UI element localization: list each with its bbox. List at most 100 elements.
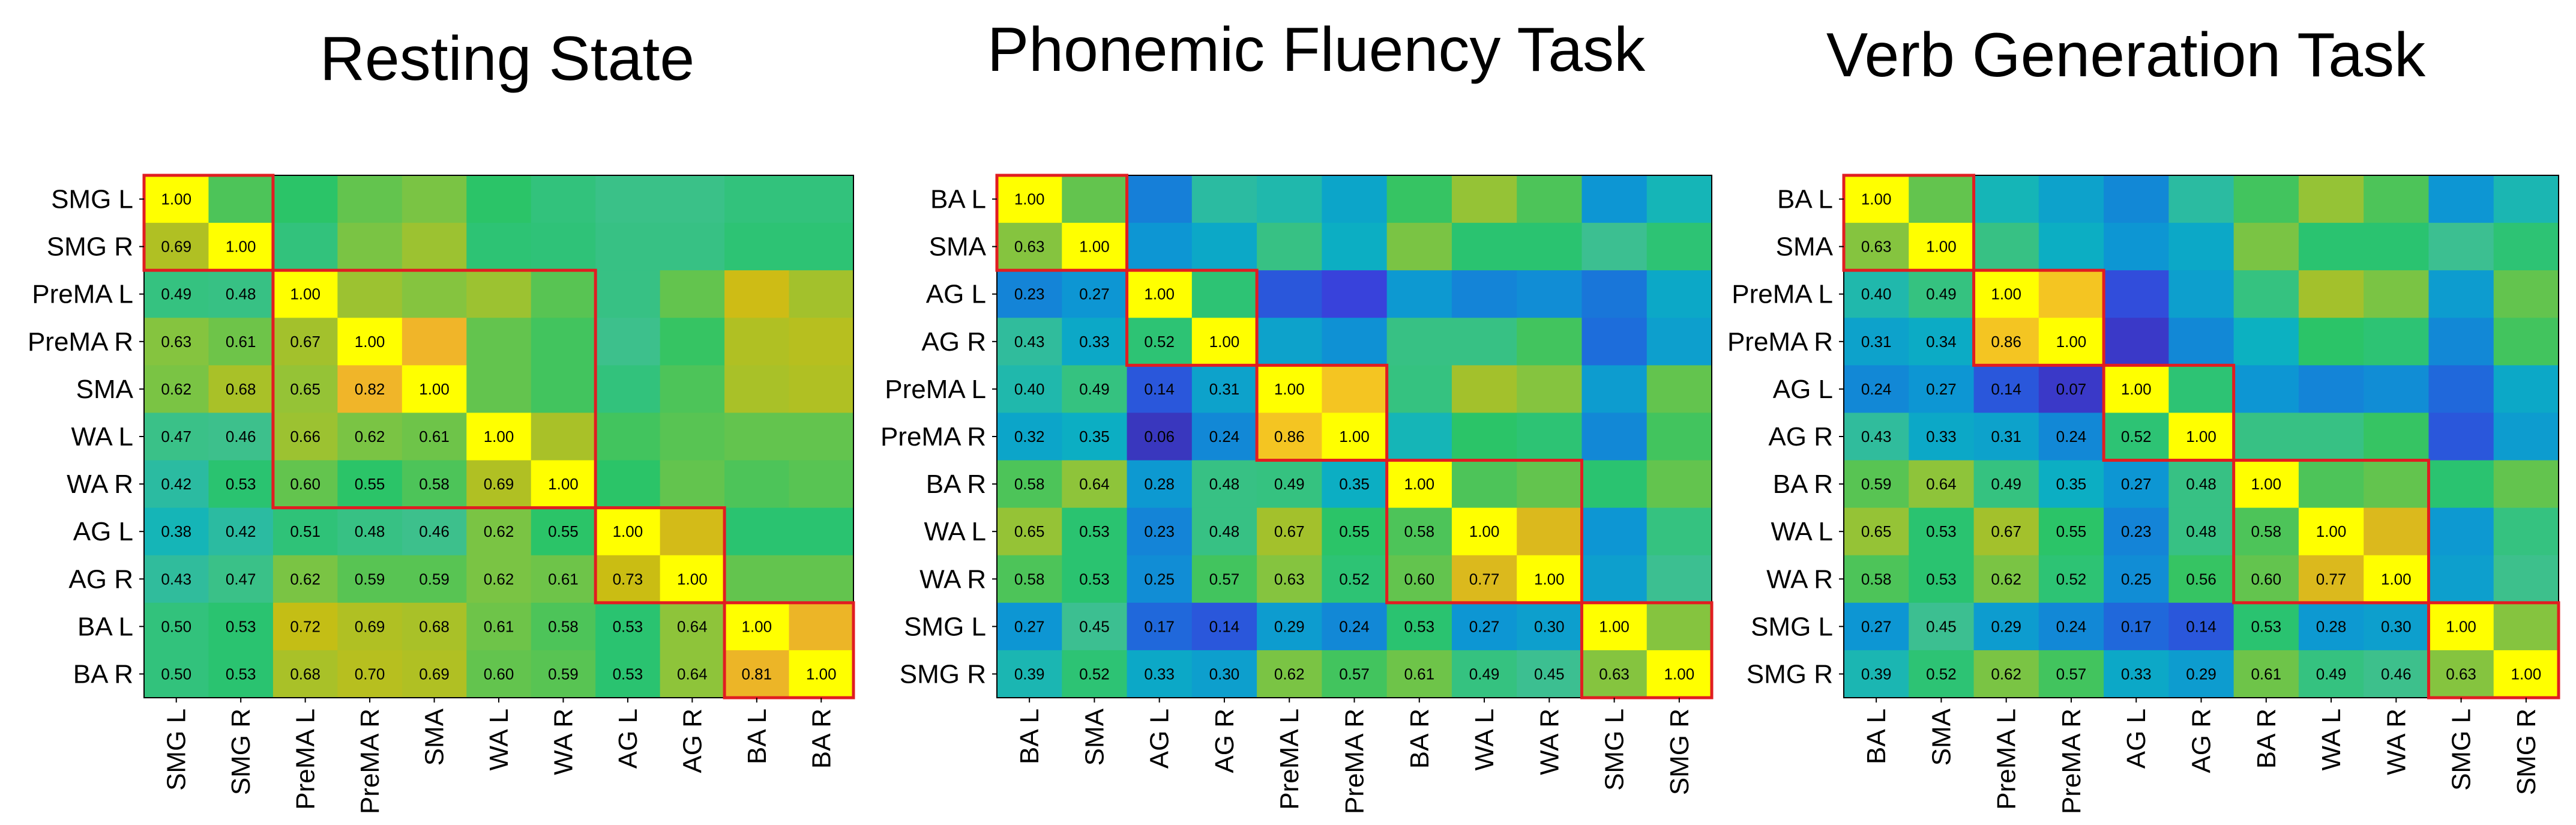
heatmap-cell [272, 270, 338, 318]
heatmap-cell [2168, 412, 2234, 461]
heatmap-cell [1127, 460, 1193, 509]
cell-value-label: 0.53 [226, 475, 256, 493]
heatmap-cell [2298, 318, 2364, 366]
cell-value-label: 0.53 [226, 665, 256, 683]
heatmap-cell [2493, 650, 2559, 698]
cell-value-label: 0.64 [1079, 475, 1110, 493]
cell-value-label: 0.42 [161, 475, 191, 493]
heatmap-cell [531, 318, 596, 366]
heatmap-cell [2428, 555, 2494, 603]
cell-value-label: 0.40 [1861, 285, 1892, 303]
heatmap-cell [337, 507, 403, 556]
heatmap-cell [2104, 365, 2169, 414]
row-tick-label: PreMA L [1732, 280, 1833, 309]
cell-value-label: 0.52 [2121, 428, 2152, 446]
heatmap-cell [1191, 460, 1257, 509]
cell-value-label: 0.23 [2121, 522, 2152, 540]
heatmap-cell [1973, 460, 2039, 509]
cell-value-label: 0.33 [1079, 333, 1110, 351]
cell-value-label: 1.00 [742, 617, 772, 635]
cell-value-label: 0.29 [1274, 617, 1305, 635]
heatmap-cell [1581, 270, 1648, 318]
cell-value-label: 0.70 [355, 665, 385, 683]
heatmap-cell [724, 365, 790, 414]
heatmap-cell [789, 318, 854, 366]
cell-value-label: 0.17 [2121, 617, 2152, 635]
cell-value-label: 0.24 [1209, 428, 1240, 446]
cell-value-label: 0.58 [419, 475, 450, 493]
heatmap-cell [1517, 365, 1583, 414]
heatmap-cell [2428, 650, 2494, 698]
heatmap-cell [2104, 460, 2169, 509]
column-tick-label: BA L [1862, 709, 1891, 764]
heatmap-resting-state: 1.00 0.69 1.00 0.49 0.48 1.00 0.63 0.61 0.67 1.00… [28, 174, 855, 814]
heatmap-cell [2233, 460, 2299, 509]
column-tick-label: PreMA L [1275, 709, 1304, 810]
heatmap-cell [2493, 223, 2559, 271]
heatmap-cell [2104, 555, 2169, 603]
cell-value-label: 0.53 [1079, 570, 1110, 588]
cell-value-label: 0.53 [1404, 617, 1434, 635]
cell-value-label: 0.47 [161, 428, 191, 446]
heatmap-cell [2364, 318, 2430, 366]
cell-value-label: 1.00 [2381, 570, 2412, 588]
heatmap-cell [272, 412, 338, 461]
heatmap-cell [997, 555, 1062, 603]
heatmap-cell [1191, 318, 1257, 366]
heatmap-cell [1973, 650, 2039, 698]
heatmap-cell [1844, 318, 1909, 366]
heatmap-cell [660, 507, 725, 556]
cell-value-label: 0.49 [2316, 665, 2347, 683]
cell-value-label: 0.17 [1144, 617, 1175, 635]
heatmap-cell [1973, 507, 2039, 556]
heatmap-cell [2233, 412, 2299, 461]
cell-value-label: 0.43 [1014, 333, 1045, 351]
heatmap-cell [1909, 318, 1975, 366]
row-tick-label: AG L [926, 280, 986, 309]
cell-value-label: 0.14 [2186, 617, 2216, 635]
heatmap-cell [724, 507, 790, 556]
heatmap-cell [1451, 223, 1517, 271]
cell-value-label: 0.28 [2316, 617, 2347, 635]
cell-value-label: 0.31 [1861, 333, 1892, 351]
cell-value-label: 0.38 [161, 522, 191, 540]
cell-value-label: 0.77 [1469, 570, 1500, 588]
cell-value-label: 0.52 [1144, 333, 1175, 351]
heatmap-cell [272, 365, 338, 414]
cell-value-label: 0.63 [1599, 665, 1630, 683]
heatmap-cell [1581, 555, 1648, 603]
cell-value-label: 0.34 [1926, 333, 1957, 351]
heatmap-cell [1973, 412, 2039, 461]
cell-value-label: 0.27 [2121, 475, 2152, 493]
heatmap-cell [208, 555, 274, 603]
cell-value-label: 0.33 [1144, 665, 1175, 683]
heatmap-cell [1909, 507, 1975, 556]
heatmap-cell [144, 507, 209, 556]
row-tick-label: SMA [929, 232, 987, 262]
heatmap-cell [660, 175, 725, 223]
heatmap-cell [2038, 175, 2104, 223]
cell-value-label: 0.43 [1861, 428, 1892, 446]
heatmap-cell [337, 412, 403, 461]
heatmap-cell [2428, 223, 2494, 271]
cell-value-label: 0.39 [1861, 665, 1892, 683]
column-tick-label: BA R [807, 709, 836, 769]
heatmap-cell [1909, 602, 1975, 651]
heatmap-cell [2364, 223, 2430, 271]
column-tick-label: AG L [2122, 709, 2151, 769]
cell-value-label: 0.50 [161, 617, 191, 635]
heatmap-cell [1127, 507, 1193, 556]
column-tick-label: SMG L [1600, 709, 1630, 791]
heatmap-cell [2364, 175, 2430, 223]
column-tick-label: BA R [1405, 709, 1434, 769]
heatmap-cell [2168, 602, 2234, 651]
heatmap-cell [1386, 650, 1452, 698]
cell-value-label: 0.14 [1991, 380, 2021, 398]
cell-value-label: 0.28 [1144, 475, 1175, 493]
cell-value-label: 0.23 [1144, 522, 1175, 540]
cell-value-label: 1.00 [1144, 285, 1175, 303]
row-tick-label: BA L [930, 185, 986, 214]
column-tick-label: PreMA L [291, 709, 320, 810]
heatmap-cell [402, 555, 467, 603]
